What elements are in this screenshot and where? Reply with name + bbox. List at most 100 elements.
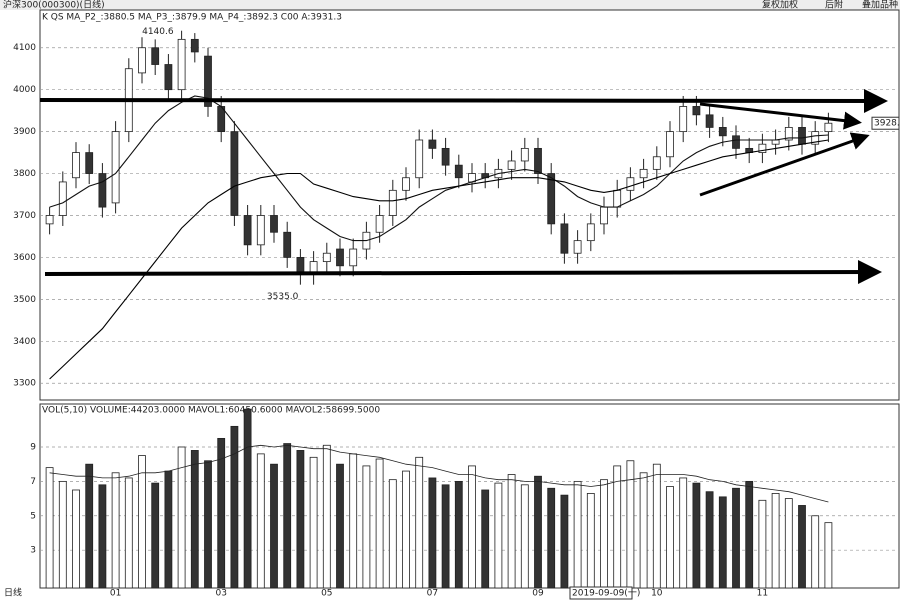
candle-body	[454, 164, 463, 179]
x-tick-label: 07	[427, 589, 438, 599]
candle-body	[758, 143, 767, 153]
candle-body	[283, 231, 292, 258]
y-tick-label: 3400	[13, 337, 36, 347]
candle-body	[811, 131, 820, 145]
volume-bar	[138, 455, 146, 589]
candle-body	[349, 248, 358, 267]
candle-body	[428, 139, 437, 149]
high-label: 4140.6	[142, 27, 174, 37]
volume-bar	[560, 494, 569, 589]
volume-bar	[204, 460, 212, 589]
candle-body	[547, 173, 556, 225]
volume-bar	[732, 487, 740, 589]
volume-bar	[441, 484, 450, 589]
y-tick-label: 3300	[13, 379, 36, 389]
volume-bar	[666, 486, 674, 589]
candle-body	[520, 147, 529, 162]
volume-bar	[824, 522, 833, 589]
candle-body	[679, 106, 688, 133]
volume-bar	[296, 450, 305, 589]
candle-body	[58, 181, 67, 216]
volume-bar	[573, 480, 582, 589]
ma-line	[49, 139, 829, 380]
ma-line	[49, 95, 829, 242]
volume-bar	[256, 453, 265, 589]
y-tick-label: 3500	[13, 295, 36, 305]
candle-body	[798, 127, 806, 145]
volume-bar	[784, 498, 793, 589]
volume-bar	[718, 496, 727, 589]
candle-body	[771, 139, 780, 145]
upper-trend-arrow	[699, 102, 862, 130]
volume-bar	[639, 472, 648, 589]
volume-bar	[468, 465, 476, 589]
candle-body	[507, 160, 516, 170]
candle-body	[388, 189, 397, 216]
volume-bar	[758, 499, 767, 589]
date-tag-box	[569, 586, 633, 600]
y-tick-label: 3700	[13, 211, 36, 221]
candle-body	[151, 47, 160, 65]
volume-bar	[72, 489, 80, 589]
volume-bar	[85, 463, 94, 589]
candle-body	[72, 152, 80, 179]
volume-bar	[283, 443, 292, 589]
volume-bar	[547, 487, 556, 589]
chart-title: 沪深300(000300)(日线)	[3, 0, 105, 11]
candle-body	[441, 147, 450, 166]
volume-bar	[705, 491, 714, 589]
candle-body	[98, 173, 107, 208]
low-label: 3535.0	[267, 292, 299, 302]
y-tick-label: 7	[30, 477, 36, 487]
x-tick-label: 11	[757, 589, 768, 599]
y-tick-label: 3800	[13, 169, 36, 179]
volume-bar	[428, 477, 437, 589]
toolbar-button[interactable]: 后附	[825, 0, 843, 11]
x-tick-label: 05	[321, 589, 332, 599]
price-tag-box	[871, 116, 900, 130]
toolbar-button[interactable]: 叠加品种	[862, 0, 898, 11]
candle-body	[573, 240, 582, 254]
volume-bar	[454, 480, 463, 589]
resistance-arrow	[39, 88, 888, 113]
title-bar	[0, 0, 900, 10]
volume-bar	[679, 477, 688, 589]
volume-bar	[600, 479, 608, 589]
volume-bar	[349, 453, 358, 589]
candle-body	[256, 215, 265, 246]
candle-body	[613, 189, 622, 208]
candle-body	[626, 177, 635, 191]
volume-bar	[494, 482, 503, 589]
candle-body	[270, 215, 278, 233]
volume-bar	[322, 444, 331, 589]
volume-bar	[613, 465, 622, 589]
support-arrow	[44, 260, 882, 285]
candle-body	[586, 223, 595, 242]
volume-bar	[692, 482, 701, 589]
toolbar-button[interactable]: 复权加权	[762, 0, 798, 11]
volume-bar	[58, 480, 67, 589]
volume-bar	[164, 470, 173, 589]
candle-body	[375, 215, 384, 233]
x-tick-label: 10	[651, 589, 663, 599]
volume-bar	[111, 472, 120, 589]
candle-body	[718, 127, 727, 137]
y-tick-label: 4100	[13, 43, 36, 53]
candle-body	[243, 215, 252, 246]
volume-bar	[534, 475, 542, 589]
candle-body	[415, 139, 424, 179]
volume-bar	[415, 456, 424, 589]
x-tick-label: 09	[532, 589, 544, 599]
candle-body	[177, 38, 186, 91]
candle-body	[138, 47, 146, 74]
volume-bar	[402, 470, 410, 589]
y-tick-label: 5	[30, 511, 36, 521]
volume-ma-line	[49, 444, 829, 503]
legend-text: K QS MA_P2_:3880.5 MA_P3_:3879.9 MA_P4_:…	[42, 13, 342, 23]
volume-bar	[243, 408, 252, 589]
y-tick-label: 3900	[13, 127, 36, 137]
volume-bar	[481, 489, 490, 589]
candle-body	[600, 206, 608, 225]
volume-legend: VOL(5,10) VOLUME:44203.0000 MAVOL1:60450…	[42, 406, 380, 416]
